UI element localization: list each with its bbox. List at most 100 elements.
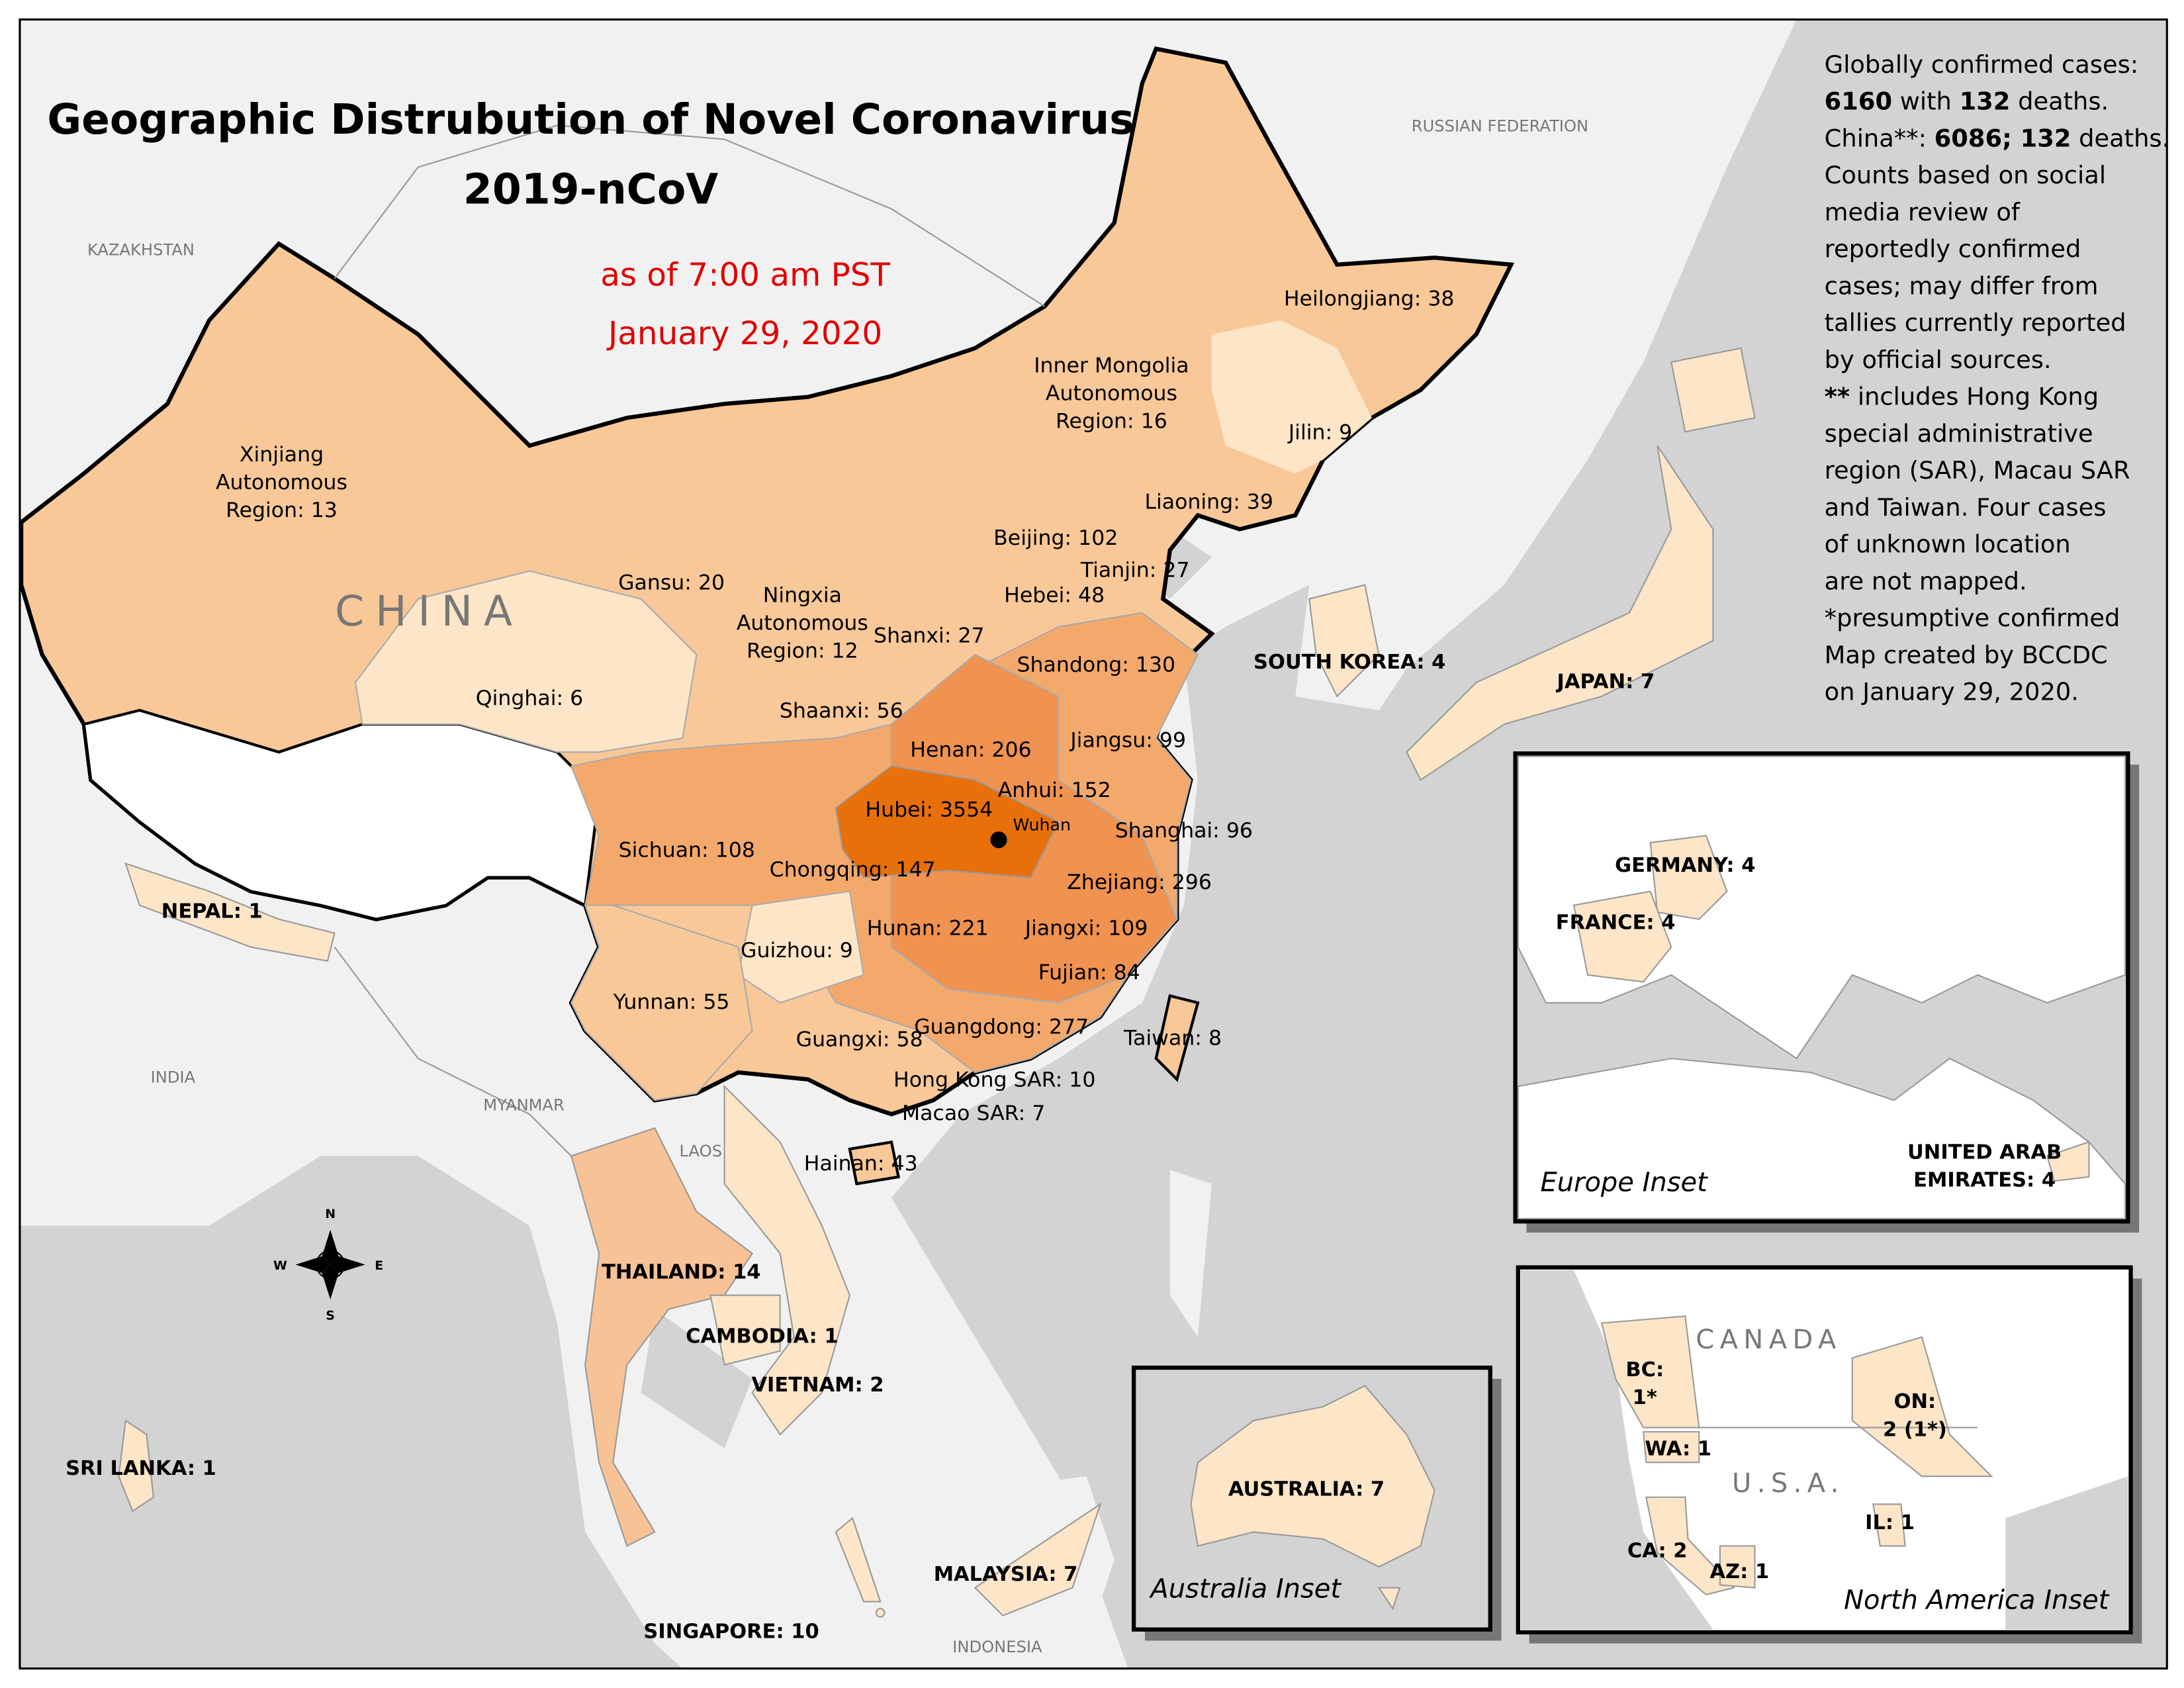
province-label: Ningxia bbox=[763, 583, 842, 607]
province-label: Guangdong: 277 bbox=[914, 1015, 1089, 1039]
note-segment: deaths. bbox=[2071, 124, 2169, 152]
province-label: Jiangxi: 109 bbox=[1024, 916, 1148, 940]
province-label: Hainan: 43 bbox=[804, 1152, 918, 1176]
south-korea bbox=[1308, 584, 1380, 698]
germany bbox=[1649, 835, 1728, 920]
province-label: Beijing: 102 bbox=[993, 526, 1118, 550]
compass-point bbox=[322, 1229, 339, 1265]
province-label: Heilongjiang: 38 bbox=[1284, 287, 1455, 310]
country-label: BC: bbox=[1625, 1358, 1664, 1382]
note-segment: deaths. bbox=[2010, 87, 2109, 115]
europe-inset bbox=[1513, 751, 2140, 1233]
note-line: Map created by BCCDC bbox=[1825, 640, 2108, 669]
note-line: are not mapped. bbox=[1825, 567, 2027, 595]
province-label: Sichuan: 108 bbox=[619, 839, 755, 863]
note-line: on January 29, 2020. bbox=[1825, 677, 2079, 706]
country-label: SRI LANKA: 1 bbox=[66, 1457, 216, 1480]
province-label: Qinghai: 6 bbox=[476, 686, 583, 710]
place-name: INDIA bbox=[151, 1068, 196, 1086]
australia bbox=[1190, 1385, 1435, 1568]
province-label: Chongqing: 147 bbox=[770, 858, 936, 882]
country-label: THAILAND: 14 bbox=[602, 1261, 760, 1284]
hainan bbox=[848, 1140, 901, 1186]
place-name: CHINA bbox=[335, 586, 523, 635]
province-label: Hebei: 48 bbox=[1004, 583, 1105, 607]
place-name: RUSSIAN FEDERATION bbox=[1412, 117, 1588, 135]
taiwan bbox=[1154, 994, 1200, 1082]
country-label: CA: 2 bbox=[1627, 1539, 1688, 1562]
province-label: Autonomous bbox=[737, 612, 868, 635]
country-label: SINGAPORE: 10 bbox=[643, 1620, 819, 1643]
province-label: Autonomous bbox=[216, 471, 347, 494]
vietnam bbox=[723, 1084, 851, 1436]
note-segment: Counts based on social bbox=[1825, 161, 2106, 189]
province-label: Fujian: 84 bbox=[1038, 961, 1140, 985]
note-segment: and Taiwan. Four cases bbox=[1825, 492, 2107, 521]
tasmania bbox=[1377, 1587, 1401, 1611]
note-segment: on January 29, 2020. bbox=[1825, 677, 2079, 706]
place-name: U.S.A. bbox=[1732, 1468, 1844, 1499]
country-label: 2 (1*) bbox=[1883, 1418, 1947, 1441]
frame bbox=[19, 18, 2168, 1670]
province-label: Zhejiang: 296 bbox=[1067, 870, 1212, 894]
note-segment: includes Hong Kong bbox=[1850, 382, 2099, 410]
note-segment: region (SAR), Macau SAR bbox=[1825, 456, 2130, 485]
yunnan bbox=[570, 904, 753, 1102]
note-segment: 6160 bbox=[1825, 87, 1892, 115]
note-segment: 132 bbox=[1960, 87, 2011, 115]
note-segment: are not mapped. bbox=[1825, 567, 2027, 595]
subtitle: January 29, 2020 bbox=[606, 315, 882, 352]
place-name: INDONESIA bbox=[952, 1638, 1042, 1656]
tibet bbox=[82, 708, 601, 921]
malaysia bbox=[835, 1517, 882, 1603]
note-segment: by official sources. bbox=[1825, 345, 2052, 373]
thailand bbox=[570, 1127, 754, 1547]
note-segment: reportedly confirmed bbox=[1825, 234, 2081, 263]
land bbox=[1517, 755, 2126, 1060]
ontario bbox=[1851, 1336, 1993, 1477]
province-label: Region: 16 bbox=[1056, 410, 1167, 434]
note-line: region (SAR), Macau SAR bbox=[1825, 456, 2130, 485]
title: Geographic Distrubution of Novel Coronav… bbox=[47, 95, 1134, 144]
island bbox=[891, 1476, 1115, 1658]
japan bbox=[1670, 347, 1756, 433]
note-segment: media review of bbox=[1825, 197, 2021, 226]
place-name: LAOS bbox=[680, 1142, 723, 1160]
province-label: Yunnan: 55 bbox=[613, 990, 730, 1014]
country-label: CAMBODIA: 1 bbox=[686, 1325, 838, 1348]
note-line: China**: 6086; 132 deaths. bbox=[1825, 124, 2170, 152]
australia-inset bbox=[1131, 1365, 1502, 1641]
province-label: Shanghai: 96 bbox=[1115, 819, 1253, 843]
note-segment: 6086; 132 bbox=[1934, 124, 2071, 152]
land bbox=[1517, 1057, 2126, 1220]
inset-title: North America Inset bbox=[1844, 1585, 2110, 1616]
country-label: WA: 1 bbox=[1645, 1438, 1711, 1461]
compass-ring bbox=[316, 1250, 345, 1280]
note-segment: *presumptive confirmed bbox=[1825, 604, 2120, 632]
qinghai bbox=[354, 570, 698, 753]
province-label: Guangxi: 58 bbox=[796, 1028, 923, 1052]
note-line: Globally confirmed cases: bbox=[1825, 50, 2139, 78]
country-label: NEPAL: 1 bbox=[161, 900, 263, 923]
note-line: 6160 with 132 deaths. bbox=[1825, 87, 2109, 115]
country-label: AZ: 1 bbox=[1709, 1560, 1769, 1583]
note-line: reportedly confirmed bbox=[1825, 234, 2081, 263]
note-line: Counts based on social bbox=[1825, 161, 2106, 189]
compass-letter: S bbox=[326, 1309, 335, 1323]
province-label: Hubei: 3554 bbox=[865, 798, 993, 822]
province-label: Shaanxi: 56 bbox=[780, 699, 903, 723]
province-label: Gansu: 20 bbox=[618, 571, 725, 595]
compass bbox=[295, 1229, 365, 1299]
province-label: Region: 12 bbox=[747, 639, 858, 663]
sea bbox=[641, 1309, 752, 1449]
note-segment: tallies currently reported bbox=[1825, 308, 2126, 337]
note-line: ** includes Hong Kong bbox=[1825, 382, 2099, 410]
singapore bbox=[875, 1608, 886, 1618]
japan bbox=[1406, 445, 1714, 781]
province-label: Taiwan: 8 bbox=[1123, 1027, 1222, 1051]
country-label: VIETNAM: 2 bbox=[751, 1374, 884, 1397]
sea bbox=[1521, 1270, 1713, 1630]
note-line: cases; may differ from bbox=[1825, 271, 2099, 300]
country-label: 1* bbox=[1633, 1386, 1657, 1409]
